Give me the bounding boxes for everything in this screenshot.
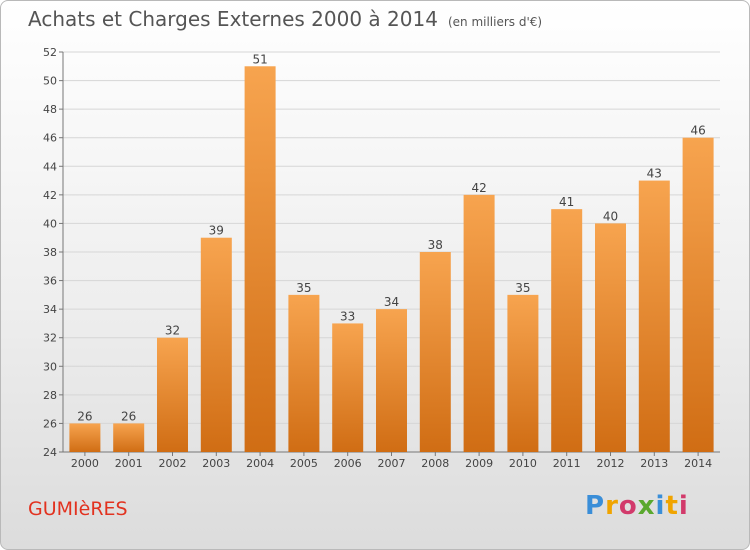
x-tick-label: 2002 [159,457,187,470]
bar [595,223,626,452]
value-label: 33 [340,309,355,323]
x-tick-label: 2001 [115,457,143,470]
bar [244,66,276,453]
x-tick-label: 2011 [553,457,581,470]
y-tick-label: 30 [43,360,57,373]
value-label: 35 [515,281,530,295]
y-tick-label: 26 [43,417,57,430]
y-tick-label: 52 [43,46,57,59]
logo-letter: i [678,491,689,521]
logo-letter: o [618,491,638,521]
y-tick-label: 48 [43,103,57,116]
bar [288,294,320,452]
value-label: 39 [209,224,224,238]
bar [157,337,188,452]
labels: 26 2000 26 2001 32 2002 39 2003 51 2004 35 2005 33 20… [71,52,712,470]
value-label: 26 [77,409,92,423]
y-tick-label: 44 [43,160,57,173]
y-tick-label: 40 [43,217,57,230]
value-label: 34 [384,295,399,309]
bar [113,423,145,452]
y-tick-label: 46 [43,132,57,145]
bar [551,209,583,452]
bar [463,194,495,452]
logo-letter: P [585,491,606,521]
y-tick-label: 28 [43,389,57,402]
x-tick-label: 2006 [334,457,362,470]
value-label: 35 [296,281,311,295]
x-tick-label: 2004 [246,457,274,470]
proxiti-logo: Proxiti [585,491,689,521]
x-tick-label: 2013 [640,457,668,470]
chart-title: Achats et Charges Externes 2000 à 2014 (e… [28,7,542,31]
bar [69,423,101,452]
x-tick-label: 2005 [290,457,318,470]
x-tick-label: 2003 [202,457,230,470]
value-label: 32 [165,324,180,338]
bar [507,294,539,452]
x-tick-label: 2009 [465,457,493,470]
bar [332,323,364,452]
value-label: 46 [690,124,705,138]
value-label: 51 [252,52,267,66]
x-tick-label: 2010 [509,457,537,470]
logo-letter: t [665,491,679,521]
bar [682,137,714,452]
value-label: 40 [603,209,618,223]
y-tick-label: 24 [43,446,57,459]
logo-letter: x [637,491,656,521]
value-label: 43 [647,167,662,181]
logo-letter: i [655,491,666,521]
bar [376,309,407,452]
y-tick-label: 32 [43,332,57,345]
bar [200,237,232,452]
chart-title-text: Achats et Charges Externes 2000 à 2014 [28,7,438,31]
y-tick-label: 36 [43,275,57,288]
y-tick-label: 34 [43,303,57,316]
bar [419,252,451,452]
x-tick-label: 2007 [378,457,406,470]
x-tick-label: 2000 [71,457,99,470]
x-tick-label: 2008 [421,457,449,470]
bars [69,66,714,453]
city-name: GUMIèRES [28,498,128,520]
x-tick-label: 2012 [597,457,625,470]
logo-letter: r [605,491,619,521]
value-label: 42 [471,181,486,195]
y-tick-label: 42 [43,189,57,202]
y-tick-label: 38 [43,246,57,259]
value-label: 38 [428,238,443,252]
chart-unit: (en milliers d'€) [447,15,543,29]
value-label: 41 [559,195,574,209]
value-label: 26 [121,409,136,423]
x-tick-label: 2014 [684,457,712,470]
bar [638,180,670,453]
y-tick-label: 50 [43,75,57,88]
